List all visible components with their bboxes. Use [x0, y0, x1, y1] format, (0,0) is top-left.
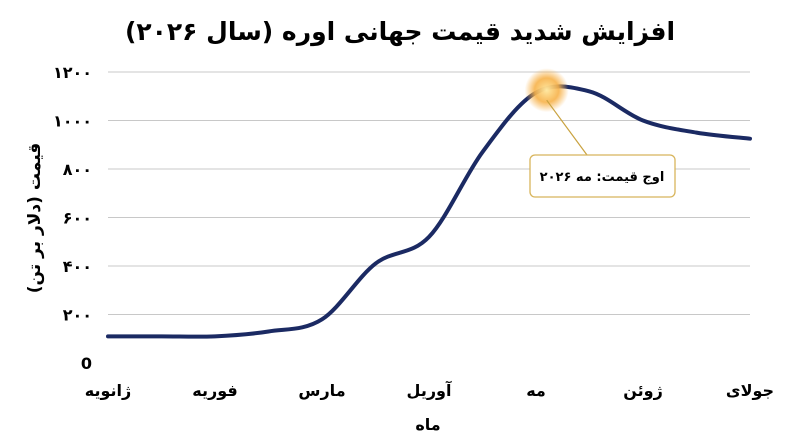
x-tick-label: فوریه — [192, 381, 237, 400]
annotation-leader-line — [546, 99, 588, 156]
x-axis-ticks: ژانویه فوریه مارس آوریل مه ژوئن جولای — [85, 380, 774, 400]
y-tick-label: ۶۰۰ — [63, 209, 92, 228]
y-tick-label: ۴۰۰ — [63, 257, 92, 276]
grid-lines — [108, 71, 750, 315]
x-tick-label: آوریل — [407, 380, 452, 400]
x-tick-label: جولای — [726, 381, 774, 400]
series-group — [106, 68, 752, 339]
x-tick-label: ژوئن — [623, 381, 663, 400]
series-line — [106, 84, 752, 339]
chart-title: افزایش شدید قیمت جهانی اوره (سال ۲۰۲۶) — [125, 17, 675, 47]
y-tick-label: 0 — [81, 354, 92, 373]
y-tick-label: ۲۰۰ — [63, 306, 92, 325]
y-tick-label: ۸۰۰ — [63, 160, 92, 179]
x-tick-label: مه — [526, 381, 546, 400]
annotation-box — [529, 154, 676, 198]
y-axis-title: قیمت (دلار بر تن) — [25, 143, 45, 294]
x-axis-title: ماه — [415, 415, 440, 434]
y-axis-ticks: 0 ۲۰۰ ۴۰۰ ۶۰۰ ۸۰۰ ۱۰۰۰ ۱۲۰۰ — [53, 63, 92, 373]
x-tick-label: ژانویه — [85, 381, 131, 400]
peak-glow-marker — [524, 68, 569, 113]
y-tick-label: ۱۰۰۰ — [53, 112, 92, 131]
annotation-text: اوج قیمت: مه ۲۰۲۶ — [540, 170, 665, 185]
x-tick-label: مارس — [298, 381, 345, 400]
y-tick-label: ۱۲۰۰ — [53, 63, 92, 82]
peak-annotation: اوج قیمت: مه ۲۰۲۶ — [529, 99, 676, 198]
